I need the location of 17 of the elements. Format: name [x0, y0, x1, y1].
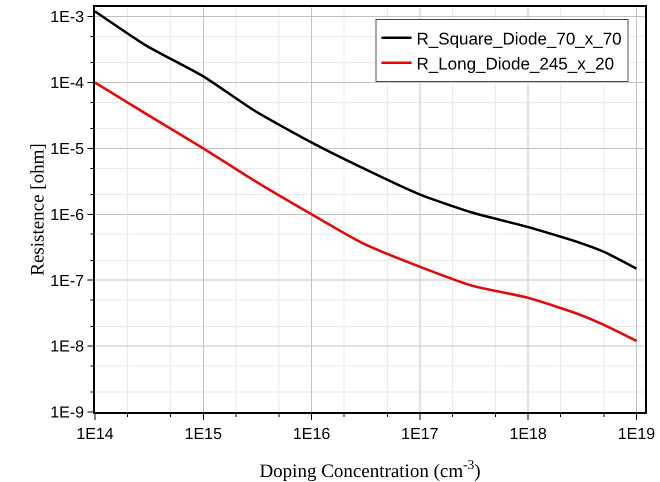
- y-tick-label: 1E-4: [50, 75, 84, 92]
- y-axis-title: Resistence [ohm]: [27, 143, 48, 276]
- y-tick-label: 1E-9: [50, 404, 84, 422]
- x-tick-label: 1E19: [618, 426, 656, 443]
- y-tick-label: 1E-5: [50, 141, 84, 158]
- y-tick-label: 1E-7: [50, 272, 84, 290]
- x-axis-title: Doping Concentration (cm$^{-3}$): [259, 457, 481, 482]
- x-tick-label: 1E14: [76, 426, 114, 443]
- x-tick-label: 1E18: [509, 426, 547, 443]
- y-tick-label: 1E-8: [50, 338, 84, 356]
- y-tick-label: 1E-6: [50, 206, 84, 224]
- x-tick-label: 1E15: [184, 426, 222, 443]
- y-tick-label: 1E-3: [50, 9, 84, 26]
- legend-label: R_Long_Diode_245_x_20: [416, 54, 614, 74]
- x-tick-label: 1E17: [401, 426, 439, 443]
- x-tick-label: 1E16: [292, 426, 330, 443]
- legend-label: R_Square_Diode_70_x_70: [416, 29, 622, 48]
